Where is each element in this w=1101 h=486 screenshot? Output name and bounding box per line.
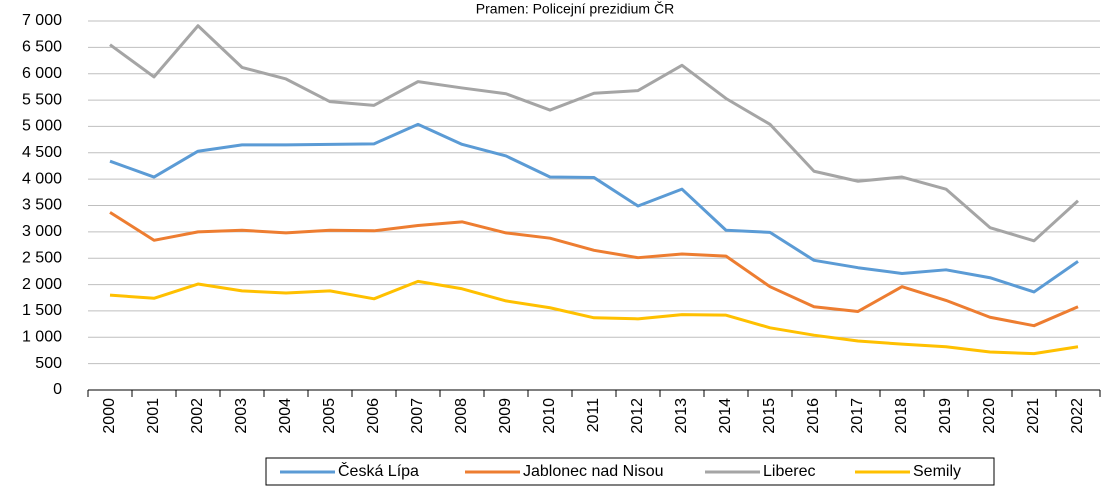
series-line xyxy=(109,122,1079,294)
series-line xyxy=(109,279,1079,356)
legend-label: Semily xyxy=(913,463,961,480)
x-tick-label: 2012 xyxy=(629,398,646,434)
y-tick-label: 6 000 xyxy=(22,65,62,82)
legend-label: Jablonec nad Nisou xyxy=(523,463,664,480)
y-tick-label: 1 000 xyxy=(22,329,62,346)
y-tick-label: 3 500 xyxy=(22,197,62,214)
y-tick-label: 3 000 xyxy=(22,223,62,240)
legend-label: Liberec xyxy=(763,463,815,480)
y-tick-label: 6 500 xyxy=(22,39,62,56)
x-tick-label: 2009 xyxy=(497,398,514,434)
x-tick-label: 2014 xyxy=(717,398,734,434)
x-tick-label: 2007 xyxy=(409,398,426,434)
x-tick-label: 2013 xyxy=(673,398,690,434)
x-tick-label: 2022 xyxy=(1069,398,1086,434)
x-tick-label: 2003 xyxy=(233,398,250,434)
x-tick-label: 2000 xyxy=(101,398,118,434)
legend-label: Česká Lípa xyxy=(338,461,419,480)
series-line xyxy=(109,24,1080,243)
x-tick-label: 2008 xyxy=(453,398,470,434)
x-tick-label: 2005 xyxy=(321,398,338,434)
x-tick-label: 2004 xyxy=(277,398,294,434)
x-tick-label: 2006 xyxy=(365,398,382,434)
y-tick-label: 4 000 xyxy=(22,170,62,187)
x-tick-label: 2002 xyxy=(189,398,206,434)
y-tick-label: 500 xyxy=(35,355,62,372)
y-tick-label: 5 500 xyxy=(22,91,62,108)
y-tick-label: 0 xyxy=(53,381,62,398)
x-tick-label: 2018 xyxy=(893,398,910,434)
x-tick-label: 2019 xyxy=(937,398,954,434)
y-tick-label: 7 000 xyxy=(22,12,62,29)
x-tick-label: 2001 xyxy=(145,398,162,434)
y-tick-label: 5 000 xyxy=(22,118,62,135)
x-tick-label: 2017 xyxy=(849,398,866,434)
chart-title: Pramen: Policejní prezidium ČR xyxy=(476,1,674,17)
x-tick-label: 2020 xyxy=(981,398,998,434)
x-tick-label: 2010 xyxy=(541,398,558,434)
x-tick-label: 2021 xyxy=(1025,398,1042,434)
x-tick-label: 2011 xyxy=(585,398,602,433)
series-line xyxy=(109,211,1079,328)
x-tick-label: 2016 xyxy=(805,398,822,434)
y-tick-label: 1 500 xyxy=(22,302,62,319)
y-tick-label: 2 500 xyxy=(22,249,62,266)
y-tick-label: 2 000 xyxy=(22,276,62,293)
y-tick-label: 4 500 xyxy=(22,144,62,161)
x-tick-label: 2015 xyxy=(761,398,778,434)
